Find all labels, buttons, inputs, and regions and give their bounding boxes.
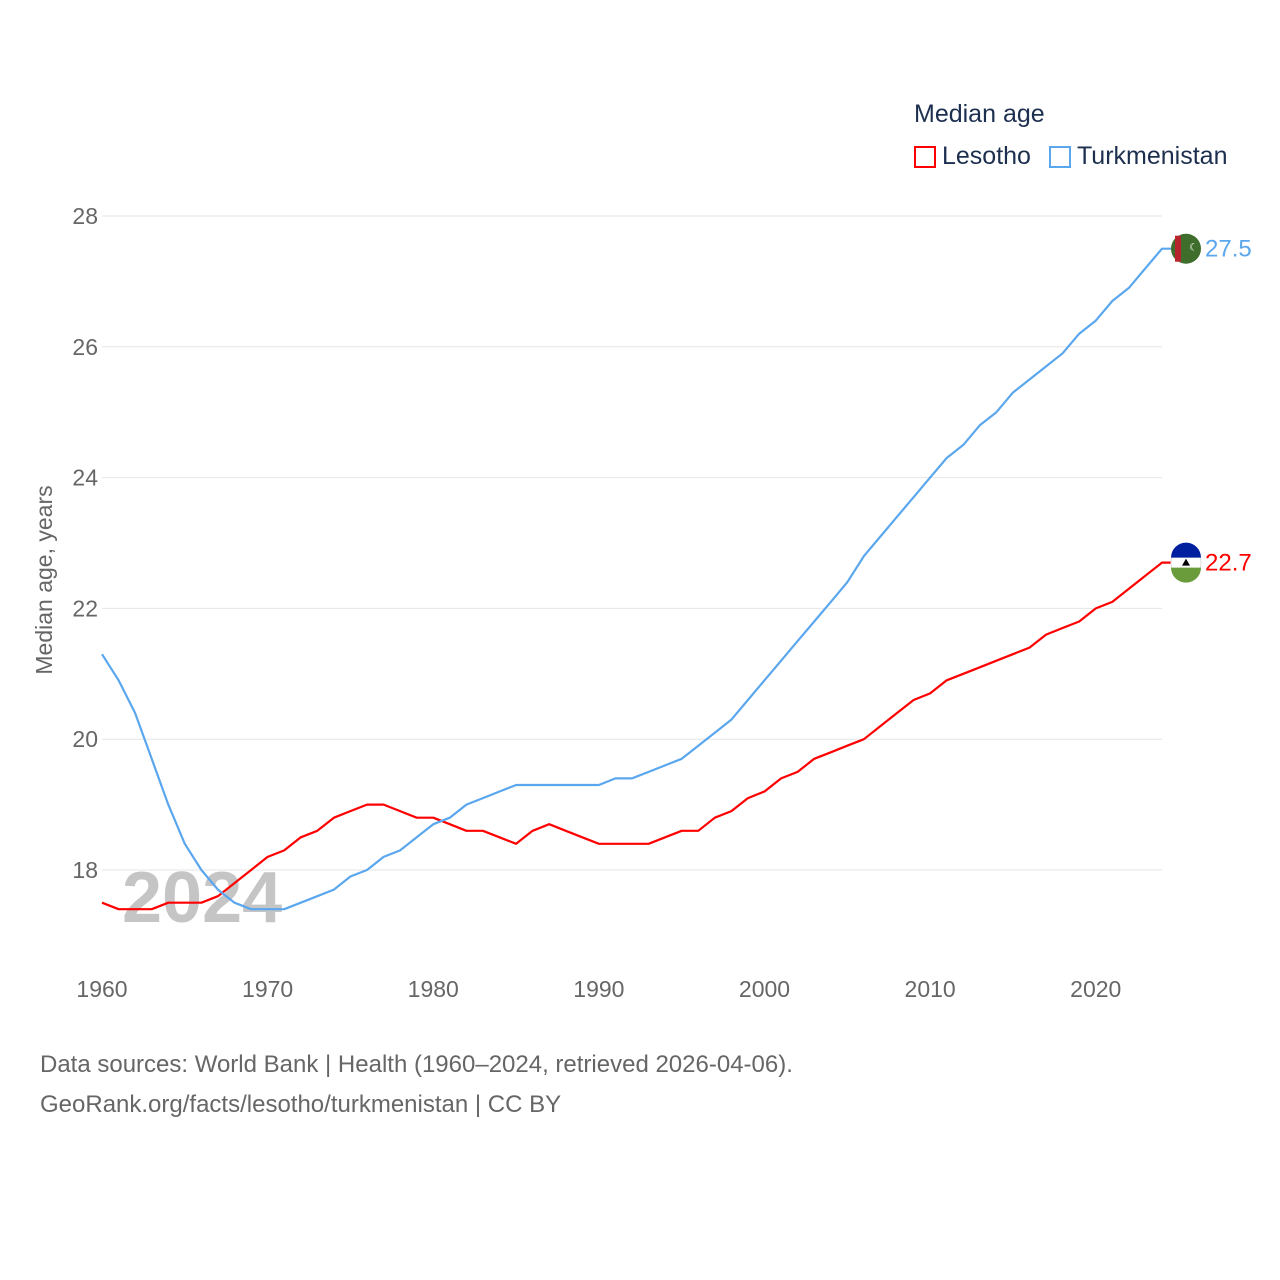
x-tick-label: 2000 bbox=[739, 976, 790, 1002]
flag-lesotho-green bbox=[1171, 567, 1201, 583]
legend-label: Turkmenistan bbox=[1076, 142, 1228, 170]
series-line-turkmenistan bbox=[101, 247, 1172, 911]
x-tick-label: 1970 bbox=[242, 976, 293, 1002]
x-tick-label: 2010 bbox=[905, 976, 956, 1002]
legend-swatch-turkmenistan bbox=[1048, 145, 1071, 168]
x-tick-label: 1990 bbox=[573, 976, 624, 1002]
y-tick-label: 18 bbox=[72, 857, 98, 883]
end-value-label: 22.7 bbox=[1205, 550, 1252, 577]
flag-lesotho-hat bbox=[1182, 558, 1190, 566]
y-axis-label: Median age, years bbox=[31, 485, 57, 674]
legend-swatch-lesotho bbox=[914, 145, 936, 168]
x-tick-label: 1980 bbox=[408, 976, 459, 1002]
legend: Lesotho Turkmenistan bbox=[914, 142, 1227, 171]
y-tick-label: 22 bbox=[72, 595, 98, 621]
legend-title: Median age bbox=[914, 100, 1045, 128]
source-note: Data sources: World Bank | Health (1960–… bbox=[40, 1045, 793, 1125]
y-tick-label: 20 bbox=[72, 726, 98, 752]
source-line: Data sources: World Bank | Health (1960–… bbox=[40, 1051, 793, 1078]
end-value-label: 27.5 bbox=[1205, 236, 1252, 263]
flag-lesotho-blue bbox=[1171, 542, 1201, 558]
x-tick-label: 2020 bbox=[1070, 976, 1121, 1002]
source-link[interactable]: GeoRank.org/facts/lesotho/turkmenistan |… bbox=[40, 1091, 562, 1118]
y-tick-label: 26 bbox=[72, 334, 98, 360]
legend-label: Lesotho bbox=[942, 142, 1031, 170]
legend-item-turkmenistan[interactable]: Turkmenistan bbox=[1048, 142, 1228, 171]
legend-item-lesotho[interactable]: Lesotho bbox=[914, 142, 1031, 171]
y-tick-label: 28 bbox=[72, 203, 98, 229]
x-tick-label: 1960 bbox=[76, 976, 127, 1002]
series-line-lesotho bbox=[101, 561, 1172, 911]
flag-turkmenistan-crescent: ☾ bbox=[1189, 243, 1198, 254]
y-tick-label: 24 bbox=[72, 465, 98, 491]
flag-turkmenistan-stripe bbox=[1175, 235, 1181, 262]
